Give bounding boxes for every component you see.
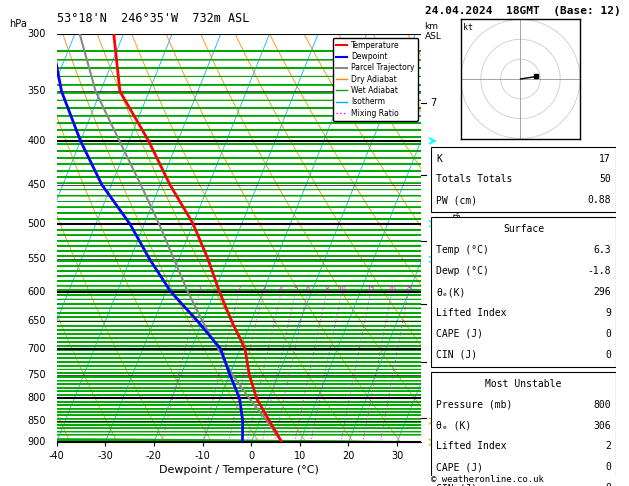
- Text: © weatheronline.co.uk: © weatheronline.co.uk: [431, 475, 543, 484]
- Text: 350: 350: [27, 87, 46, 96]
- Text: Mixing Ratio (g/kg): Mixing Ratio (g/kg): [452, 195, 462, 281]
- Text: Temp (°C): Temp (°C): [437, 245, 489, 255]
- Text: 4: 4: [279, 286, 284, 292]
- Text: 6: 6: [430, 170, 437, 180]
- Text: 6.3: 6.3: [593, 245, 611, 255]
- Text: CAPE (J): CAPE (J): [437, 329, 484, 339]
- Text: km
ASL: km ASL: [425, 22, 442, 41]
- Text: 550: 550: [27, 254, 46, 264]
- Text: 0.88: 0.88: [587, 195, 611, 206]
- Text: 6: 6: [305, 286, 309, 292]
- Text: -1.8: -1.8: [587, 266, 611, 276]
- Text: 3: 3: [430, 357, 437, 367]
- Text: 900: 900: [27, 437, 46, 447]
- Legend: Temperature, Dewpoint, Parcel Trajectory, Dry Adiabat, Wet Adiabat, Isotherm, Mi: Temperature, Dewpoint, Parcel Trajectory…: [333, 38, 418, 121]
- Bar: [431, 372, 616, 486]
- Text: Lifted Index: Lifted Index: [437, 441, 507, 451]
- Text: 0: 0: [605, 329, 611, 339]
- Text: hPa: hPa: [9, 19, 27, 30]
- Text: Surface: Surface: [503, 224, 544, 234]
- Text: 700: 700: [27, 344, 46, 354]
- Text: 8: 8: [325, 286, 329, 292]
- Text: LCL: LCL: [430, 394, 446, 403]
- Text: 20: 20: [387, 286, 396, 292]
- Text: 2: 2: [605, 441, 611, 451]
- Text: 850: 850: [27, 416, 46, 426]
- Text: CIN (J): CIN (J): [437, 350, 477, 360]
- Text: 7: 7: [430, 98, 437, 108]
- Text: θₑ (K): θₑ (K): [437, 420, 472, 431]
- Text: 0: 0: [605, 463, 611, 472]
- Text: 600: 600: [27, 287, 46, 296]
- Text: Totals Totals: Totals Totals: [437, 174, 513, 185]
- Text: 53°18'N  246°35'W  732m ASL: 53°18'N 246°35'W 732m ASL: [57, 12, 249, 25]
- Text: 800: 800: [593, 399, 611, 410]
- Text: Pressure (mb): Pressure (mb): [437, 399, 513, 410]
- Bar: [431, 147, 616, 212]
- Text: 10: 10: [338, 286, 347, 292]
- Text: 0: 0: [605, 484, 611, 486]
- Text: 306: 306: [593, 420, 611, 431]
- Text: 3: 3: [261, 286, 265, 292]
- Text: 650: 650: [27, 316, 46, 326]
- Text: 15: 15: [366, 286, 375, 292]
- Text: 5: 5: [430, 236, 437, 246]
- Text: 24.04.2024  18GMT  (Base: 12): 24.04.2024 18GMT (Base: 12): [425, 6, 620, 16]
- Text: 0: 0: [605, 350, 611, 360]
- Text: 25: 25: [404, 286, 413, 292]
- Text: 800: 800: [27, 394, 46, 403]
- Text: 750: 750: [27, 369, 46, 380]
- Text: K: K: [437, 154, 442, 163]
- Text: 17: 17: [599, 154, 611, 163]
- Text: Lifted Index: Lifted Index: [437, 308, 507, 318]
- Text: θₑ(K): θₑ(K): [437, 287, 466, 297]
- Text: CIN (J): CIN (J): [437, 484, 477, 486]
- Bar: [431, 217, 616, 367]
- Text: 300: 300: [27, 29, 46, 39]
- Text: 9: 9: [605, 308, 611, 318]
- Text: 2: 2: [237, 286, 241, 292]
- X-axis label: Dewpoint / Temperature (°C): Dewpoint / Temperature (°C): [159, 466, 319, 475]
- Text: Dewp (°C): Dewp (°C): [437, 266, 489, 276]
- Text: 5: 5: [293, 286, 298, 292]
- Text: 400: 400: [27, 136, 46, 146]
- Text: kt: kt: [463, 23, 473, 33]
- Text: 1: 1: [198, 286, 202, 292]
- Text: 296: 296: [593, 287, 611, 297]
- Text: PW (cm): PW (cm): [437, 195, 477, 206]
- Text: 450: 450: [27, 180, 46, 190]
- Text: 500: 500: [27, 219, 46, 229]
- Text: 4: 4: [430, 299, 437, 309]
- Text: 2: 2: [430, 413, 437, 423]
- Text: Most Unstable: Most Unstable: [486, 379, 562, 389]
- Text: 50: 50: [599, 174, 611, 185]
- Text: CAPE (J): CAPE (J): [437, 463, 484, 472]
